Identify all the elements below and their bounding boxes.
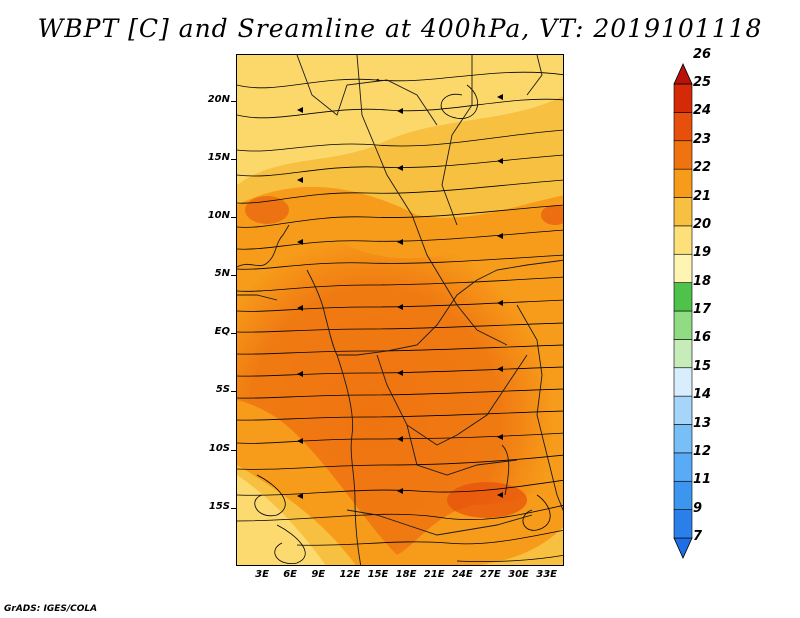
lon-tick-label: 27E <box>480 569 501 580</box>
colorbar-segment <box>673 83 693 113</box>
colorbar-segment <box>673 452 693 482</box>
coastlines-borders <box>237 55 563 565</box>
lon-tick-label: 6E <box>283 569 298 580</box>
shade-20-north <box>237 55 563 185</box>
lat-tick-mark <box>231 158 236 160</box>
shade-23 <box>237 216 563 555</box>
lat-tick-mark <box>231 216 236 218</box>
lon-tick-label: 9E <box>311 569 326 580</box>
shade-24-ne <box>541 205 563 225</box>
colorbar-segment <box>673 253 693 283</box>
colorbar-bottom-arrow <box>673 537 693 559</box>
map-title: WBPT [C] and Sreamline at 400hPa, VT: 20… <box>37 14 763 43</box>
lon-tick-label: 15E <box>367 569 389 580</box>
colorbar-label: 18 <box>693 273 712 289</box>
lat-tick-label: 10S <box>208 442 230 454</box>
lon-tick-label: 18E <box>395 569 417 580</box>
lon-tick-label: 30E <box>508 569 529 580</box>
lat-tick-mark <box>231 507 236 509</box>
lat-tick-mark <box>231 100 236 102</box>
colorbar-label: 22 <box>693 160 712 176</box>
shade-24-west <box>245 196 289 224</box>
lat-tick-mark <box>231 275 236 277</box>
colorbar-label: 15 <box>693 358 712 374</box>
colorbar-label: 20 <box>693 216 712 232</box>
colorbar-label: 23 <box>693 131 712 147</box>
lat-tick-mark <box>231 391 236 393</box>
colorbar-segment <box>673 112 693 142</box>
colorbar-label: 12 <box>693 443 712 459</box>
colorbar-label: 17 <box>693 302 712 317</box>
colorbar-segment <box>673 509 693 539</box>
colorbar-segment <box>673 282 693 312</box>
lon-tick-label: 24E <box>451 569 473 580</box>
lat-tick-mark <box>231 333 236 335</box>
colorbar-segment <box>673 424 693 454</box>
streamlines <box>237 71 563 564</box>
colorbar-label: 9 <box>693 500 703 516</box>
colorbar-label: 14 <box>693 387 712 403</box>
colorbar-label: 11 <box>693 472 712 488</box>
lat-tick-label: 15S <box>208 500 230 512</box>
colorbar-segment <box>673 395 693 425</box>
colorbar-label: 26 <box>693 46 712 62</box>
lat-tick-label: 15N <box>207 151 230 163</box>
colorbar-label: 19 <box>693 245 712 261</box>
lon-tick-label: 33E <box>536 569 557 580</box>
colorbar-segment <box>673 168 693 198</box>
colorbar-segment <box>673 480 693 510</box>
lat-tick-mark <box>231 449 236 451</box>
streamline-arrows <box>297 94 503 499</box>
lat-tick-label: 10N <box>207 209 230 221</box>
wbpt-map <box>236 54 564 566</box>
colorbar-segment <box>673 140 693 170</box>
colorbar-label: 21 <box>693 188 712 204</box>
colorbar-label: 25 <box>693 75 712 90</box>
lat-tick-label: 5N <box>214 268 230 280</box>
colorbar-segment <box>673 339 693 369</box>
colorbar-segment <box>673 197 693 227</box>
lon-tick-label: 21E <box>423 569 445 580</box>
footer-credit: GrADS: IGES/COLA <box>4 604 98 614</box>
colorbar <box>672 60 694 560</box>
colorbar-top-arrow <box>673 63 693 85</box>
lon-tick-label: 3E <box>255 569 269 580</box>
lon-tick-label: 12E <box>339 569 361 580</box>
colorbar-label: 16 <box>693 330 712 346</box>
lat-tick-label: 5S <box>215 384 230 396</box>
colorbar-segment <box>673 310 693 340</box>
colorbar-label: 13 <box>693 415 712 431</box>
lat-tick-label: EQ <box>214 326 230 338</box>
shade-24-east <box>447 482 527 518</box>
colorbar-label: 7 <box>693 529 703 544</box>
colorbar-segment <box>673 225 693 255</box>
colorbar-segment <box>673 367 693 397</box>
lat-tick-label: 20N <box>207 93 230 105</box>
colorbar-label: 24 <box>693 103 712 119</box>
